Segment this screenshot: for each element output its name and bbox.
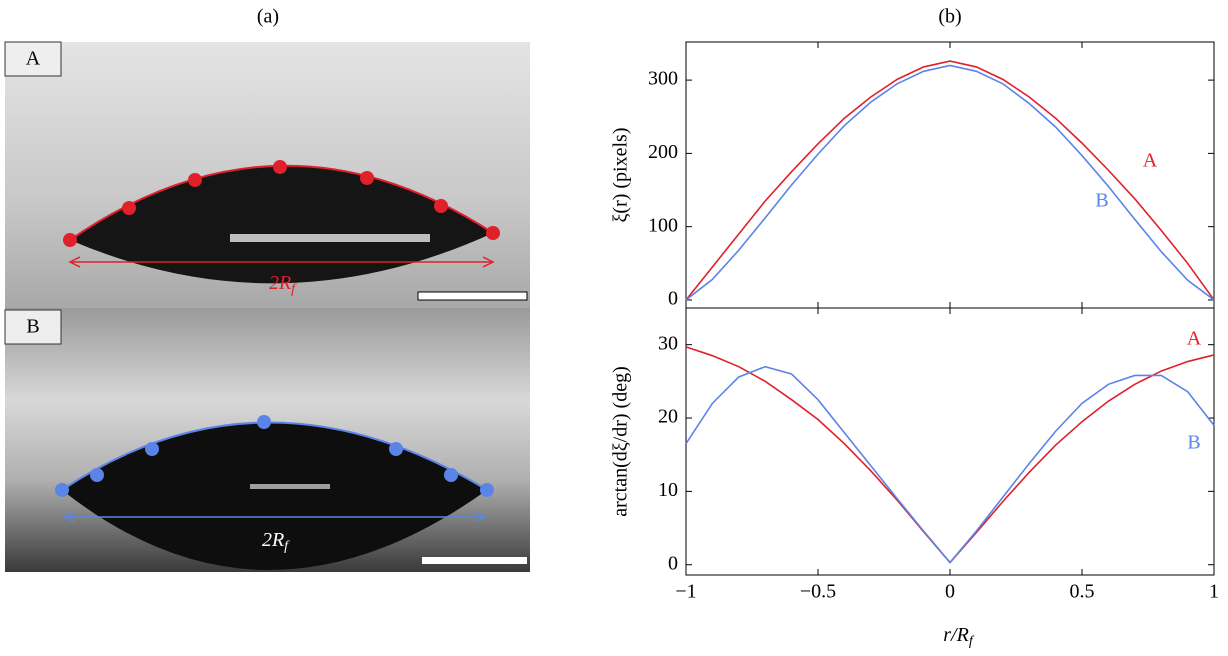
- y-tick-label: 0: [668, 552, 678, 574]
- photo-label: A: [26, 48, 41, 70]
- y-tick-label: 20: [658, 406, 678, 428]
- span-sub: f: [284, 539, 290, 554]
- photo-b: 2Rf B: [4, 308, 530, 572]
- photo-a: 2Rf A: [4, 41, 530, 308]
- x-axis-label: r/Rf: [943, 624, 975, 650]
- span-label: 2Rf: [262, 529, 290, 555]
- x-tick-label: −1: [675, 581, 696, 603]
- y-tick-label: 10: [658, 479, 678, 501]
- y-tick-label: 0: [668, 288, 678, 310]
- plot-frame: [685, 307, 1215, 576]
- x-tick-label: 1: [1209, 581, 1219, 603]
- line-series: [685, 346, 1215, 564]
- span-label: 2Rf: [269, 272, 297, 298]
- x-tick-label: 0: [945, 581, 955, 603]
- y-tick-label: 100: [648, 214, 678, 236]
- y-tick-label: 200: [648, 141, 678, 163]
- span-main: 2R: [262, 529, 284, 551]
- panel-label: (b): [938, 6, 961, 28]
- y-tick-label: 300: [648, 68, 678, 90]
- line-series: [685, 365, 1215, 564]
- line-series: [685, 64, 1215, 301]
- photo-label: B: [26, 316, 39, 338]
- span-main: 2R: [269, 272, 291, 294]
- x-tick-label: 0.5: [1070, 581, 1095, 603]
- x-tick-label: −0.5: [800, 581, 836, 603]
- series-label: B: [1187, 432, 1200, 454]
- x-label-main: r/R: [943, 624, 969, 646]
- x-label-sub: f: [969, 634, 975, 649]
- panel-label: (a): [257, 6, 279, 28]
- plot-frame: [685, 41, 1215, 309]
- series-label: B: [1095, 190, 1108, 212]
- y-axis-label: ξ(r) (pixels): [610, 128, 632, 223]
- span-sub: f: [291, 282, 297, 297]
- y-axis-label: arctan(dξ/dr) (deg): [610, 366, 632, 517]
- line-series: [685, 60, 1215, 301]
- series-label: A: [1187, 328, 1202, 350]
- y-tick-label: 30: [658, 332, 678, 354]
- series-label: A: [1143, 150, 1158, 172]
